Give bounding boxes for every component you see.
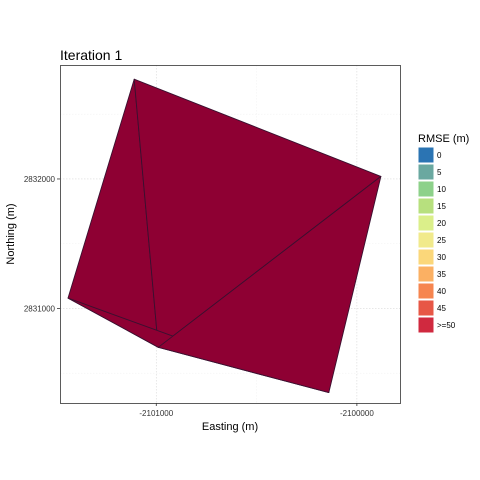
legend-items: 0 5 10 15 20 25 30 35 40 45 >=50 — [417, 146, 456, 334]
legend-swatch — [417, 265, 435, 283]
y-axis-ticks: 2831000 2832000 — [24, 175, 60, 313]
legend-label: 45 — [437, 304, 446, 313]
legend-title: RMSE (m) — [418, 133, 469, 145]
legend-label: 10 — [437, 185, 446, 194]
x-tick-label: -2100000 — [340, 409, 374, 418]
x-tick-label: -2101000 — [139, 409, 173, 418]
legend: RMSE (m) 0 5 10 15 20 25 30 35 40 45 >=50 — [417, 133, 469, 334]
triangle-polygon — [157, 175, 382, 394]
x-axis-title: Easting (m) — [202, 421, 258, 433]
legend-label: 0 — [437, 151, 442, 160]
legend-swatch — [417, 214, 435, 232]
y-tick-label: 2831000 — [24, 304, 56, 313]
panel-border — [60, 65, 401, 404]
legend-swatch — [417, 197, 435, 215]
y-tick-label: 2832000 — [24, 175, 56, 184]
legend-label: 15 — [437, 202, 446, 211]
legend-label: 20 — [437, 219, 446, 228]
legend-label: 25 — [437, 236, 446, 245]
legend-label: 5 — [437, 168, 442, 177]
chart-title: Iteration 1 — [60, 47, 122, 63]
legend-swatch — [417, 282, 435, 300]
legend-swatch — [417, 299, 435, 317]
legend-swatch — [417, 231, 435, 249]
y-axis-title: Northing (m) — [5, 203, 17, 264]
legend-label: 35 — [437, 270, 446, 279]
legend-label: 40 — [437, 287, 446, 296]
legend-swatch — [417, 316, 435, 334]
legend-label: >=50 — [437, 321, 456, 330]
legend-swatch — [417, 180, 435, 198]
legend-label: 30 — [437, 253, 446, 262]
plot-panel — [60, 65, 401, 404]
triangles — [67, 78, 382, 394]
x-axis-ticks: -2101000 -2100000 — [139, 403, 374, 418]
legend-swatch — [417, 146, 435, 164]
legend-swatch — [417, 248, 435, 266]
legend-swatch — [417, 163, 435, 181]
